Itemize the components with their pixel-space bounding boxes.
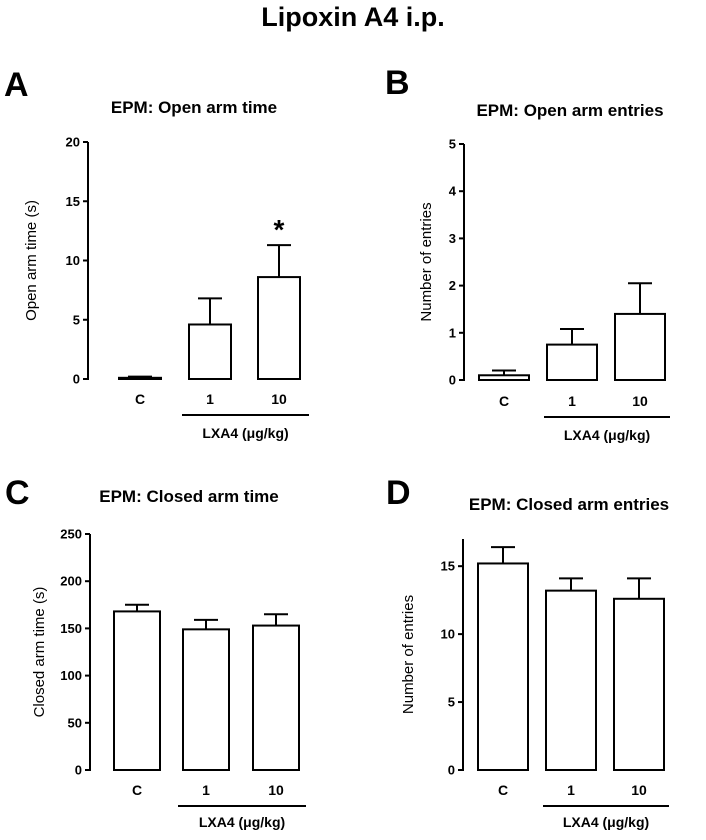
panel-c-y-tick-label: 200	[60, 574, 82, 589]
panel-c-y-tick-label: 250	[60, 527, 82, 542]
panel-c-y-axis-label: Closed arm time (s)	[31, 587, 48, 718]
panel-a-bar	[118, 376, 162, 381]
panel-a-bar	[188, 323, 232, 380]
panel-d-bar	[613, 597, 665, 771]
panel-d-y-tick-label: 0	[448, 763, 455, 778]
panel-b-y-tick-label: 0	[449, 373, 456, 388]
panel-d-category-label: 10	[631, 782, 647, 798]
panel-a-category-label: C	[135, 391, 145, 407]
panel-c-bar	[113, 610, 161, 771]
panel-b-category-label: C	[499, 393, 509, 409]
panel-c-title: EPM: Closed arm time	[99, 487, 279, 506]
panel-d-y-axis-label: Number of entries	[400, 595, 417, 714]
panel-c-category-label: 10	[268, 782, 284, 798]
panel-d-y-tick-label: 15	[441, 559, 455, 574]
panel-a-group-label: LXA4 (μg/kg)	[202, 425, 288, 441]
panel-b-chart: B EPM: Open arm entries Number of entries 0…	[385, 64, 670, 443]
panel-a-category-label: 10	[271, 391, 287, 407]
panel-b-category-label: 1	[568, 393, 576, 409]
panel-b-group-label: LXA4 (μg/kg)	[564, 427, 650, 443]
panel-a-chart: A EPM: Open arm time Open arm time (s) 0 5 10…	[4, 66, 309, 441]
panel-b-category-label: 10	[632, 393, 648, 409]
panel-a-y-tick-label: 20	[66, 135, 80, 150]
panel-d-y-tick-label: 5	[448, 695, 455, 710]
panel-b-y-tick-label: 3	[449, 231, 456, 246]
panel-a-title: EPM: Open arm time	[111, 98, 277, 117]
panel-b-letter: B	[385, 64, 410, 102]
panel-b-y-tick-label: 1	[449, 325, 456, 340]
panel-b-bar	[614, 312, 666, 381]
panel-b-y-tick-label: 5	[449, 137, 456, 152]
panel-c-group-label: LXA4 (μg/kg)	[199, 814, 285, 830]
panel-d-category-label: 1	[567, 782, 575, 798]
panel-c-y-tick-label: 150	[60, 621, 82, 636]
panel-a-bar	[257, 276, 301, 380]
panel-a-category-label: 1	[206, 391, 214, 407]
panel-b-bar	[546, 343, 598, 382]
panel-c-bar	[252, 624, 300, 771]
panel-d-letter: D	[386, 474, 411, 512]
panel-a-y-axis-label: Open arm time (s)	[23, 200, 40, 321]
panel-b-y-tick-label: 4	[449, 184, 457, 199]
panel-d-y-tick-label: 10	[441, 627, 455, 642]
panel-d-category-label: C	[498, 782, 508, 798]
panel-d-bar	[545, 589, 597, 771]
panel-c-letter: C	[5, 474, 30, 512]
panel-b-y-axis-label: Number of entries	[418, 202, 435, 321]
panel-b-title: EPM: Open arm entries	[476, 101, 663, 120]
panel-c-y-tick-label: 0	[75, 763, 82, 778]
panel-d-title: EPM: Closed arm entries	[469, 495, 669, 514]
panel-a-y-tick-label: 10	[66, 253, 80, 268]
panel-d-group-label: LXA4 (μg/kg)	[563, 814, 649, 830]
panel-d-bar	[477, 562, 529, 772]
panel-c-category-label: 1	[202, 782, 210, 798]
panel-a-letter: A	[4, 66, 29, 104]
panel-a-y-tick-label: 15	[66, 194, 80, 209]
panel-c-y-tick-label: 100	[60, 668, 82, 683]
panel-a-y-tick-label: 5	[73, 312, 80, 327]
panel-a-significance-marker: *	[274, 214, 285, 245]
panel-b-bar	[478, 374, 530, 381]
panel-c-bar	[182, 628, 230, 771]
panel-c-chart: C EPM: Closed arm time Closed arm time (s)…	[5, 474, 306, 830]
panel-a-y-tick-label: 0	[73, 372, 80, 387]
panel-c-category-label: C	[132, 782, 142, 798]
panel-d-chart: D EPM: Closed arm entries Number of entrie…	[386, 474, 669, 830]
figure-title: Lipoxin A4 i.p.	[261, 2, 445, 32]
panel-b-y-tick-label: 2	[449, 278, 456, 293]
panel-c-y-tick-label: 50	[68, 715, 82, 730]
